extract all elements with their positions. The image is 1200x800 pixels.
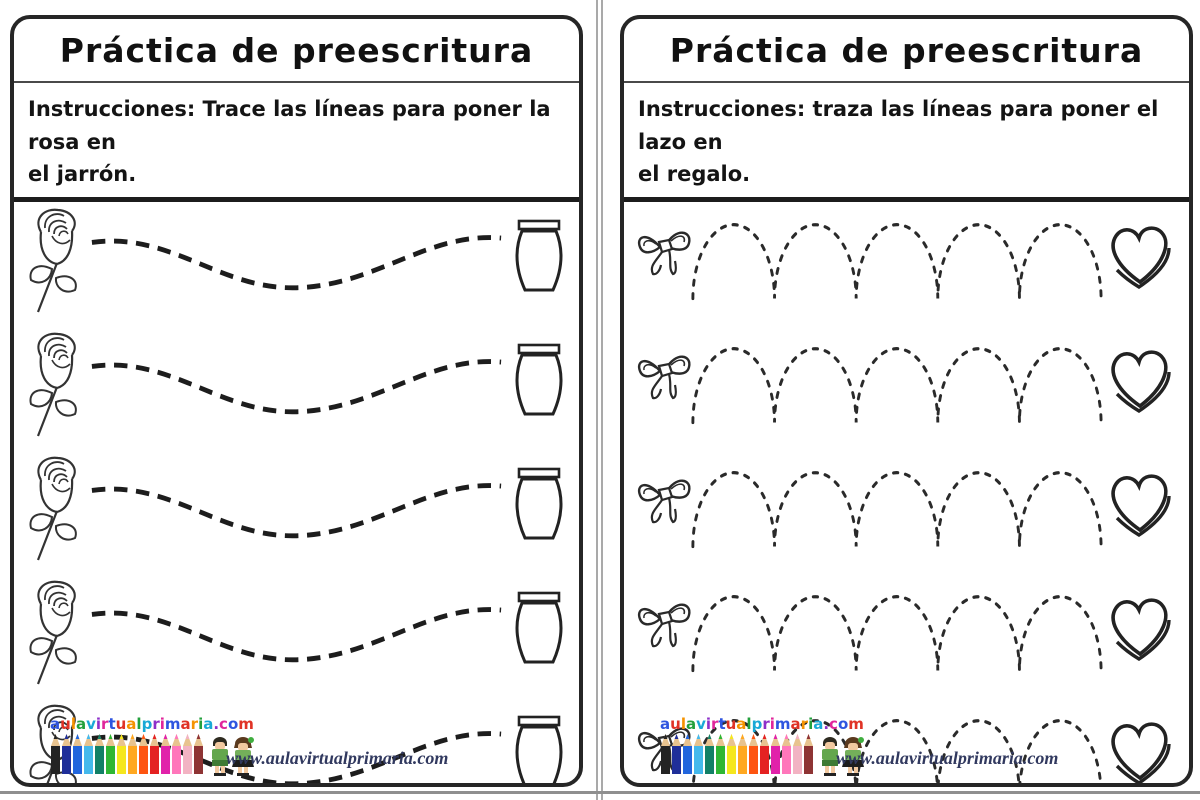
heart-icon <box>1111 225 1171 289</box>
rose-icon <box>29 332 77 437</box>
tracing-path[interactable] <box>690 210 1103 318</box>
instructions-line1: Instrucciones: Trace las líneas para pon… <box>28 97 551 154</box>
worksheet-page-left: Práctica de preescritura Instrucciones: … <box>10 15 583 787</box>
heart-icon <box>1111 721 1171 783</box>
worksheet-page-right: Práctica de preescritura Instrucciones: … <box>620 15 1193 787</box>
vase-icon <box>515 467 563 540</box>
tracing-path[interactable] <box>690 582 1103 690</box>
bow-icon <box>637 479 691 523</box>
page-title: Práctica de preescritura <box>624 19 1189 83</box>
vase-icon <box>515 715 563 783</box>
bottom-border-line <box>0 791 1200 794</box>
page-title: Práctica de preescritura <box>14 19 579 83</box>
logo-block: aulavirtualprimaria.com <box>50 715 258 778</box>
logo-text: aulavirtualprimaria.com <box>50 715 254 733</box>
bow-icon <box>637 603 691 647</box>
tracing-row <box>14 450 579 574</box>
website-url: www.aulavirtualprimaria.com <box>226 748 449 768</box>
tracing-row <box>14 326 579 450</box>
heart-icon <box>1111 473 1171 537</box>
instructions-text: Instrucciones: Trace las líneas para pon… <box>14 83 579 202</box>
logo-art <box>660 734 868 778</box>
tracing-path[interactable] <box>90 582 503 690</box>
bow-icon <box>637 355 691 399</box>
tracing-path[interactable] <box>690 334 1103 442</box>
rose-icon <box>29 580 77 685</box>
vase-icon <box>515 343 563 416</box>
vase-icon <box>515 591 563 664</box>
instructions-text: Instrucciones: traza las líneas para pon… <box>624 83 1189 202</box>
instructions-line2: el regalo. <box>638 162 751 187</box>
bow-icon <box>637 231 691 275</box>
tracing-path[interactable] <box>90 458 503 566</box>
tracing-path[interactable] <box>690 458 1103 566</box>
tracing-path[interactable] <box>90 210 503 318</box>
tracing-row <box>624 202 1189 326</box>
rose-icon <box>29 456 77 561</box>
tracing-rows-area <box>14 202 579 783</box>
tracing-rows-area <box>624 202 1189 783</box>
page-divider <box>596 0 603 800</box>
heart-icon <box>1111 349 1171 413</box>
rose-icon <box>29 208 77 313</box>
heart-icon <box>1111 597 1171 661</box>
tracing-row <box>14 574 579 698</box>
tracing-path[interactable] <box>90 334 503 442</box>
logo-text: aulavirtualprimaria.com <box>660 715 864 733</box>
logo-block: aulavirtualprimaria.com <box>660 715 868 778</box>
tracing-row <box>624 326 1189 450</box>
logo-art <box>50 734 258 778</box>
website-url: www.aulavirtualprimaria.com <box>836 748 1059 768</box>
instructions-line2: el jarrón. <box>28 162 137 187</box>
tracing-row <box>624 450 1189 574</box>
pencils-icon <box>50 734 206 778</box>
instructions-line1: Instrucciones: traza las líneas para pon… <box>638 97 1159 154</box>
pencils-icon <box>660 734 816 778</box>
tracing-row <box>624 574 1189 698</box>
vase-icon <box>515 219 563 292</box>
tracing-row <box>14 202 579 326</box>
